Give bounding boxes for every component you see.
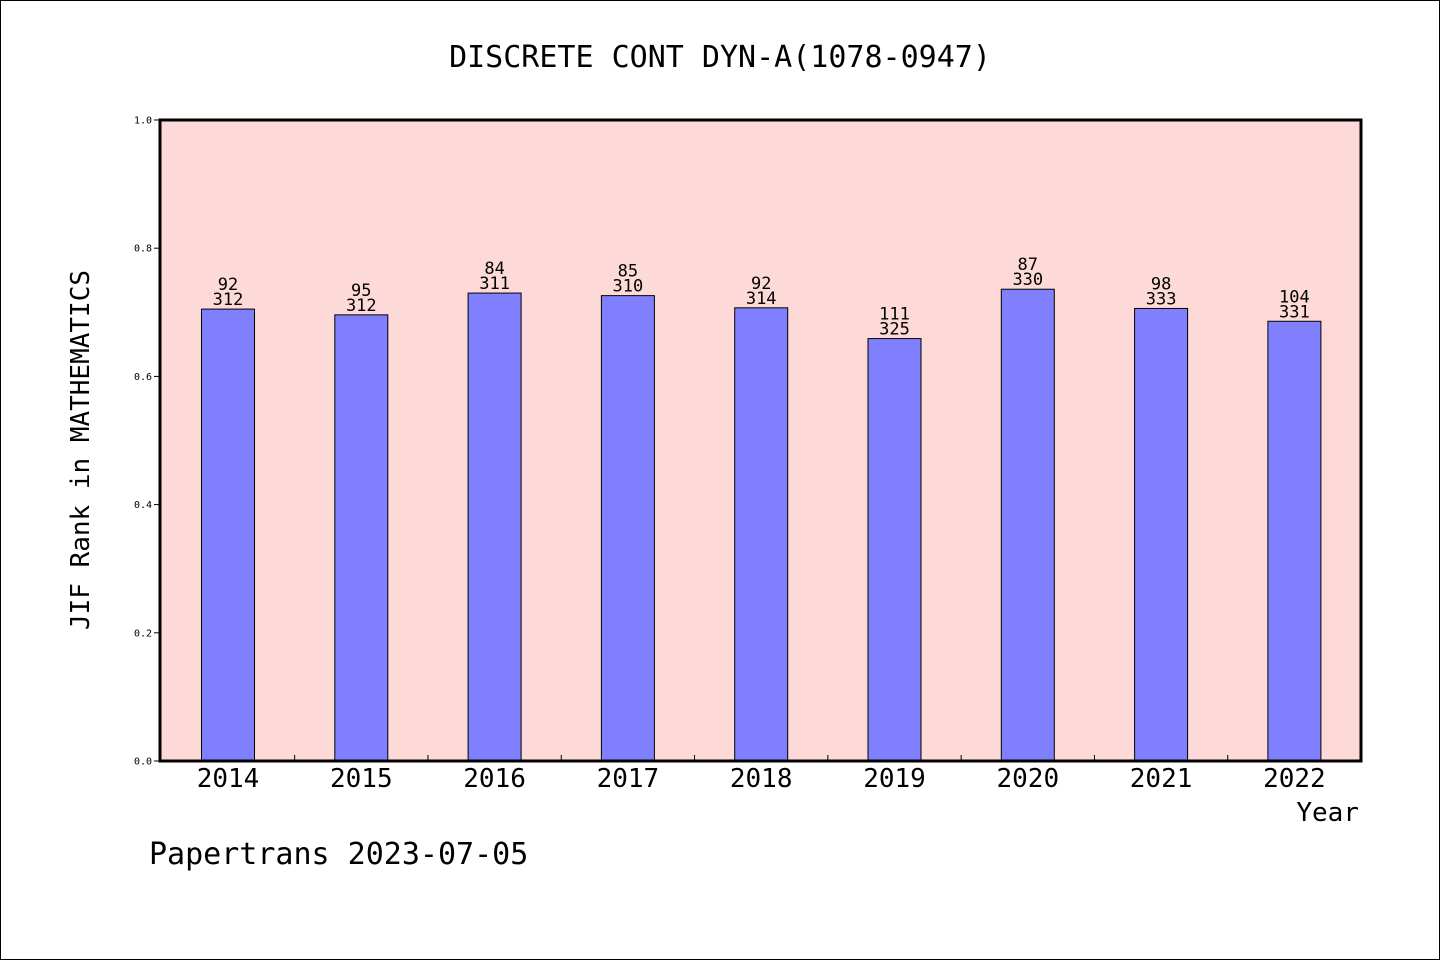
bar bbox=[334, 314, 389, 762]
bar-total-label: 314 bbox=[746, 289, 777, 309]
bar bbox=[867, 338, 922, 762]
bar-total-label: 325 bbox=[879, 320, 910, 340]
y-axis-label: JIF Rank in MATHEMATICS bbox=[66, 270, 96, 630]
x-tick-label: 2019 bbox=[863, 764, 926, 794]
y-axis: 0.0 0.2 0.4 0.6 0.8 1.0 bbox=[134, 116, 160, 768]
x-tick-label: 2014 bbox=[197, 764, 260, 794]
x-axis: 2014 2015 2016 2017 2018 2019 2020 2021 2022 bbox=[197, 755, 1326, 794]
bar-rank-label: 98 bbox=[1151, 274, 1171, 294]
bar bbox=[1134, 307, 1189, 762]
bar-total-label: 312 bbox=[346, 296, 377, 316]
bar-rank-label: 111 bbox=[879, 305, 910, 325]
bar-rank-label: 95 bbox=[351, 281, 371, 301]
bar-rank-label: 104 bbox=[1279, 287, 1310, 307]
x-tick-label: 2018 bbox=[730, 764, 793, 794]
y-tick-label: 0.8 bbox=[134, 244, 152, 255]
x-tick-label: 2015 bbox=[330, 764, 393, 794]
bar bbox=[734, 307, 789, 762]
x-tick-label: 2021 bbox=[1130, 764, 1193, 794]
y-tick-label: 0.2 bbox=[134, 628, 152, 639]
x-tick-label: 2017 bbox=[597, 764, 660, 794]
bar bbox=[600, 295, 655, 762]
bar-total-label: 331 bbox=[1279, 302, 1310, 322]
bar bbox=[1000, 288, 1055, 762]
y-tick-label: 1.0 bbox=[134, 116, 152, 127]
bar-total-label: 333 bbox=[1146, 289, 1177, 309]
bar-total-label: 330 bbox=[1012, 270, 1043, 290]
bar-rank-label: 84 bbox=[484, 259, 504, 279]
y-tick-label: 0.6 bbox=[134, 372, 152, 383]
bar bbox=[201, 308, 255, 762]
bar-total-label: 312 bbox=[213, 290, 244, 310]
x-tick-label: 2022 bbox=[1263, 764, 1326, 794]
x-tick-label: 2016 bbox=[463, 764, 526, 794]
bar bbox=[467, 292, 522, 762]
source-footer: Papertrans 2023-07-05 bbox=[149, 837, 528, 872]
bar-total-label: 311 bbox=[479, 274, 510, 294]
y-tick-label: 0.0 bbox=[134, 757, 152, 768]
bar-rank-label: 92 bbox=[751, 274, 771, 294]
y-tick-label: 0.4 bbox=[134, 500, 152, 511]
chart-title: DISCRETE CONT DYN-A(1078-0947) bbox=[449, 40, 991, 75]
bar-rank-label: 87 bbox=[1018, 255, 1038, 275]
bar-rank-label: 92 bbox=[218, 275, 238, 295]
plot-border bbox=[158, 118, 1363, 763]
bar-rank-label: 85 bbox=[618, 262, 638, 282]
bar bbox=[1267, 320, 1322, 762]
bar-total-label: 310 bbox=[613, 277, 644, 297]
x-axis-label: Year bbox=[1296, 798, 1359, 828]
x-tick-label: 2020 bbox=[996, 764, 1059, 794]
